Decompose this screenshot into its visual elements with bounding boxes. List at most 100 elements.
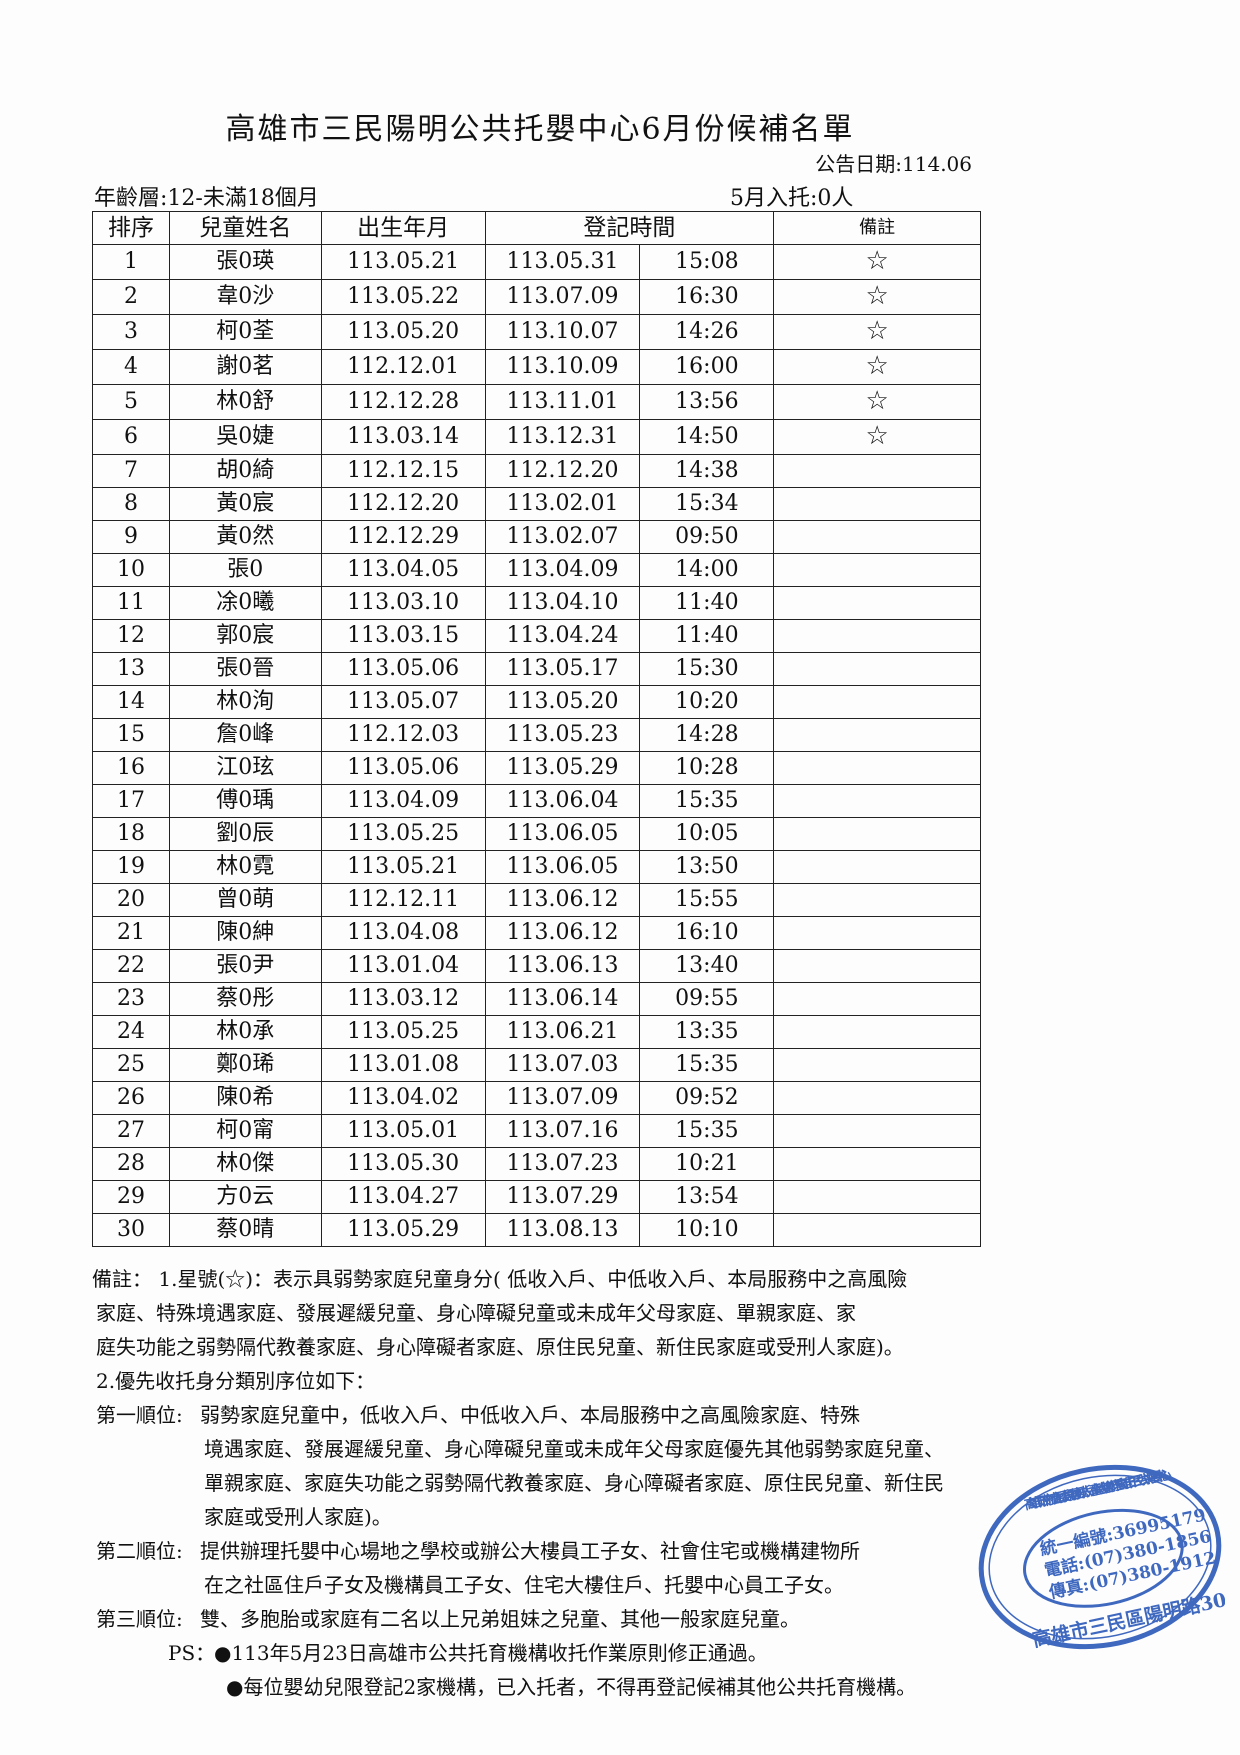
row-number: 19: [92, 850, 170, 884]
first-priority-line: 境遇家庭、發展遲緩兒童、身心障礙兒童或未成年父母家庭優先其他弱勢家庭兒童、: [204, 1437, 944, 1461]
registration-time: 15:35: [639, 1114, 775, 1148]
row-number: 21: [92, 916, 170, 950]
birth-date: 112.12.20: [320, 487, 486, 521]
remark-cell: [773, 454, 981, 488]
remark-cell: [773, 982, 981, 1016]
child-name: 詹0峰: [168, 718, 322, 752]
child-name: 林0洵: [168, 685, 322, 719]
birth-date: 113.03.12: [320, 982, 486, 1016]
child-name: 林0傑: [168, 1147, 322, 1181]
child-name: 林0霓: [168, 850, 322, 884]
child-name: 劉0辰: [168, 817, 322, 851]
birth-date: 113.05.06: [320, 751, 486, 785]
registration-time: 09:55: [639, 982, 775, 1016]
registration-time: 13:56: [639, 384, 775, 420]
child-name: 林0舒: [168, 384, 322, 420]
registration-date: 113.06.13: [484, 949, 641, 983]
remark-cell: [773, 850, 981, 884]
registration-date: 113.07.09: [484, 1081, 641, 1115]
birth-date: 113.04.27: [320, 1180, 486, 1214]
registration-time: 13:40: [639, 949, 775, 983]
ps-note-2: ●每位嬰幼兒限登記2家機構，已入托者，不得再登記候補其他公共托育機構。: [226, 1675, 917, 1699]
remark-cell: [773, 1147, 981, 1181]
child-name: 陳0紳: [168, 916, 322, 950]
row-number: 12: [92, 619, 170, 653]
child-name: 曾0萌: [168, 883, 322, 917]
ps-label: PS：: [168, 1641, 216, 1665]
registration-date: 113.10.07: [484, 314, 641, 350]
birth-date: 112.12.28: [320, 384, 486, 420]
registration-time: 10:10: [639, 1213, 775, 1247]
registration-date: 113.07.16: [484, 1114, 641, 1148]
remark-cell: ☆: [773, 244, 981, 280]
second-priority-line: 提供辦理托嬰中心場地之學校或辦公大樓員工子女、社會住宅或機構建物所: [200, 1539, 860, 1563]
birth-date: 113.04.02: [320, 1081, 486, 1115]
registration-time: 15:35: [639, 784, 775, 818]
registration-time: 16:10: [639, 916, 775, 950]
registration-time: 14:50: [639, 419, 775, 455]
remark-cell: ☆: [773, 314, 981, 350]
remark-cell: [773, 553, 981, 587]
table-row: 25 鄭0琋 113.01.08 113.07.03 15:35: [92, 1048, 981, 1082]
row-number: 27: [92, 1114, 170, 1148]
birth-date: 113.04.08: [320, 916, 486, 950]
birth-date: 113.05.22: [320, 279, 486, 315]
birth-date: 113.01.08: [320, 1048, 486, 1082]
birth-date: 113.03.14: [320, 419, 486, 455]
remark-cell: [773, 916, 981, 950]
registration-date: 113.05.31: [484, 244, 641, 280]
registration-time: 11:40: [639, 619, 775, 653]
child-name: 黃0然: [168, 520, 322, 554]
registration-time: 10:20: [639, 685, 775, 719]
remark-cell: [773, 949, 981, 983]
registration-time: 15:55: [639, 883, 775, 917]
remark-cell: [773, 1048, 981, 1082]
registration-date: 113.07.23: [484, 1147, 641, 1181]
child-name: 林0承: [168, 1015, 322, 1049]
table-header-row: 排序 兒童姓名 出生年月 登記時間 備註: [92, 211, 981, 245]
registration-date: 113.05.23: [484, 718, 641, 752]
waitlist-table: 排序 兒童姓名 出生年月 登記時間 備註 1 張0瑛 113.05.21 113.05…: [92, 211, 981, 1247]
remark-cell: [773, 1114, 981, 1148]
registration-date: 113.02.07: [484, 520, 641, 554]
birth-date: 113.04.09: [320, 784, 486, 818]
registration-date: 113.05.17: [484, 652, 641, 686]
registration-date: 113.08.13: [484, 1213, 641, 1247]
table-row: 6 吳0婕 113.03.14 113.12.31 14:50 ☆: [92, 419, 981, 455]
registration-date: 113.11.01: [484, 384, 641, 420]
note-1-line-1: 備註： 1.星號(☆)：表示具弱勢家庭兒童身分( 低收入戶、中低收入戶、本局服務…: [92, 1267, 908, 1291]
table-row: 18 劉0辰 113.05.25 113.06.05 10:05: [92, 817, 981, 851]
row-number: 4: [92, 349, 170, 385]
registration-time: 16:30: [639, 279, 775, 315]
child-name: 胡0綺: [168, 454, 322, 488]
registration-time: 09:50: [639, 520, 775, 554]
star-icon: ☆: [865, 316, 889, 346]
birth-date: 112.12.01: [320, 349, 486, 385]
table-row: 15 詹0峰 112.12.03 113.05.23 14:28: [92, 718, 981, 752]
child-name: 韋0沙: [168, 279, 322, 315]
table-row: 28 林0傑 113.05.30 113.07.23 10:21: [92, 1147, 981, 1181]
first-priority-line: 弱勢家庭兒童中，低收入戶、中低收入戶、本局服務中之高風險家庭、特殊: [200, 1403, 860, 1427]
registration-time: 15:34: [639, 487, 775, 521]
registration-date: 113.04.10: [484, 586, 641, 620]
remark-cell: [773, 817, 981, 851]
header-name: 兒童姓名: [168, 211, 322, 245]
second-priority-label: 第二順位:: [96, 1539, 183, 1563]
registration-time: 09:52: [639, 1081, 775, 1115]
registration-date: 113.05.20: [484, 685, 641, 719]
row-number: 15: [92, 718, 170, 752]
first-priority-label: 第一順位:: [96, 1403, 183, 1427]
registration-date: 113.06.05: [484, 850, 641, 884]
table-row: 10 張0 113.04.05 113.04.09 14:00: [92, 553, 981, 587]
table-row: 24 林0承 113.05.25 113.06.21 13:35: [92, 1015, 981, 1049]
birth-date: 112.12.11: [320, 883, 486, 917]
table-row: 8 黃0宸 112.12.20 113.02.01 15:34: [92, 487, 981, 521]
table-row: 3 柯0荃 113.05.20 113.10.07 14:26 ☆: [92, 314, 981, 350]
child-name: 張0瑛: [168, 244, 322, 280]
registration-date: 113.12.31: [484, 419, 641, 455]
table-row: 29 方0云 113.04.27 113.07.29 13:54: [92, 1180, 981, 1214]
birth-date: 113.03.15: [320, 619, 486, 653]
note-1-line-2: 家庭、特殊境遇家庭、發展遲緩兒童、身心障礙兒童或未成年父母家庭、單親家庭、家: [96, 1301, 856, 1325]
child-name: 陳0希: [168, 1081, 322, 1115]
star-icon: ☆: [865, 386, 889, 416]
